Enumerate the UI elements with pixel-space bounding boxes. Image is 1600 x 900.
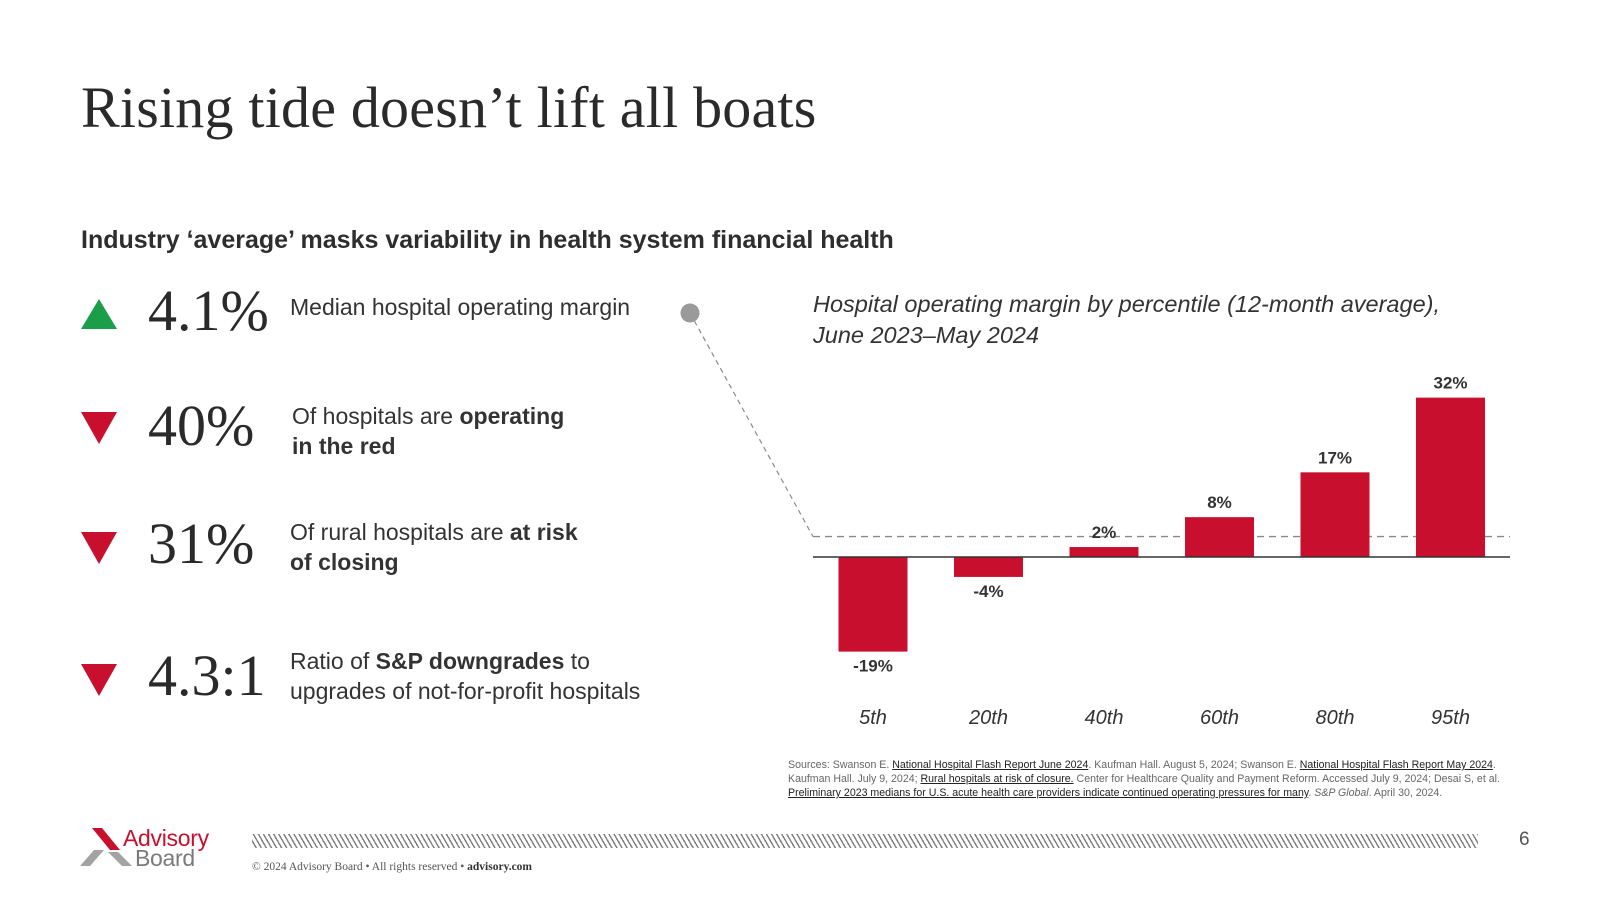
page-subtitle: Industry ‘average’ masks variability in … [81,226,894,254]
data-label: 8% [1207,493,1232,512]
stat-rural-at-risk: 31% Of rural hospitals are at risk of cl… [81,511,721,600]
x-tick-label: 95th [1431,707,1470,729]
chart-title: Hospital operating margin by percentile … [813,291,1440,348]
page-number: 6 [1519,829,1530,850]
logo-text-advisory: Advisory [123,825,209,851]
bar-60th [1185,517,1254,557]
data-label: -4% [973,582,1003,601]
page-title: Rising tide doesn’t lift all boats [81,75,817,140]
data-label: 32% [1433,374,1467,393]
data-label: -19% [853,657,893,676]
bar-95th [1416,397,1485,557]
down-arrow-icon [81,664,117,696]
up-arrow-icon [81,299,117,329]
x-tick-label: 60th [1200,707,1239,729]
stat-hospitals-in-red: 40% Of hospitals are operating in the re… [81,393,721,482]
x-tick-label: 5th [859,707,887,729]
stat-description: Ratio of S&P downgrades to upgrades of n… [290,648,641,704]
stat-median-margin: 4.1% Median hospital operating margin [81,278,721,367]
site-link[interactable]: advisory.com [467,861,533,873]
logo-mark-icon [80,828,132,866]
down-arrow-icon [81,532,117,564]
bar-20th [954,557,1023,577]
stat-value: 4.3:1 [148,643,266,708]
data-label: 17% [1318,448,1352,467]
stat-sp-ratio: 4.3:1 Ratio of S&P downgrades to upgrade… [81,643,721,732]
stat-description: Median hospital operating margin [290,294,631,320]
bar-5th [838,557,908,652]
source-link[interactable]: Preliminary 2023 medians for U.S. acute … [788,787,1309,799]
footer-hatch-divider [252,834,1478,848]
down-arrow-icon [81,412,117,444]
stat-value: 4.1% [148,278,269,343]
stat-value: 40% [148,393,255,458]
bar-40th [1069,547,1139,557]
copyright-notice: © 2024 Advisory Board • All rights reser… [252,861,533,873]
data-label: 2% [1092,523,1117,542]
stat-value: 31% [148,511,255,576]
x-tick-label: 80th [1316,707,1355,729]
stat-description: Of hospitals are operating in the red [292,403,565,459]
x-tick-label: 40th [1085,707,1124,729]
stat-description: Of rural hospitals are at risk of closin… [290,519,578,575]
x-tick-label: 20th [968,707,1008,729]
source-link[interactable]: National Hospital Flash Report June 2024 [892,759,1089,771]
source-link[interactable]: Rural hospitals at risk of closure. [920,773,1074,785]
source-link[interactable]: National Hospital Flash Report May 2024 [1299,759,1493,771]
sources-note: Sources: Swanson E. National Hospital Fl… [788,759,1500,799]
advisory-board-logo: Advisory Board [80,825,230,871]
bar-80th [1300,472,1370,557]
logo-text-board: Board [135,845,195,871]
